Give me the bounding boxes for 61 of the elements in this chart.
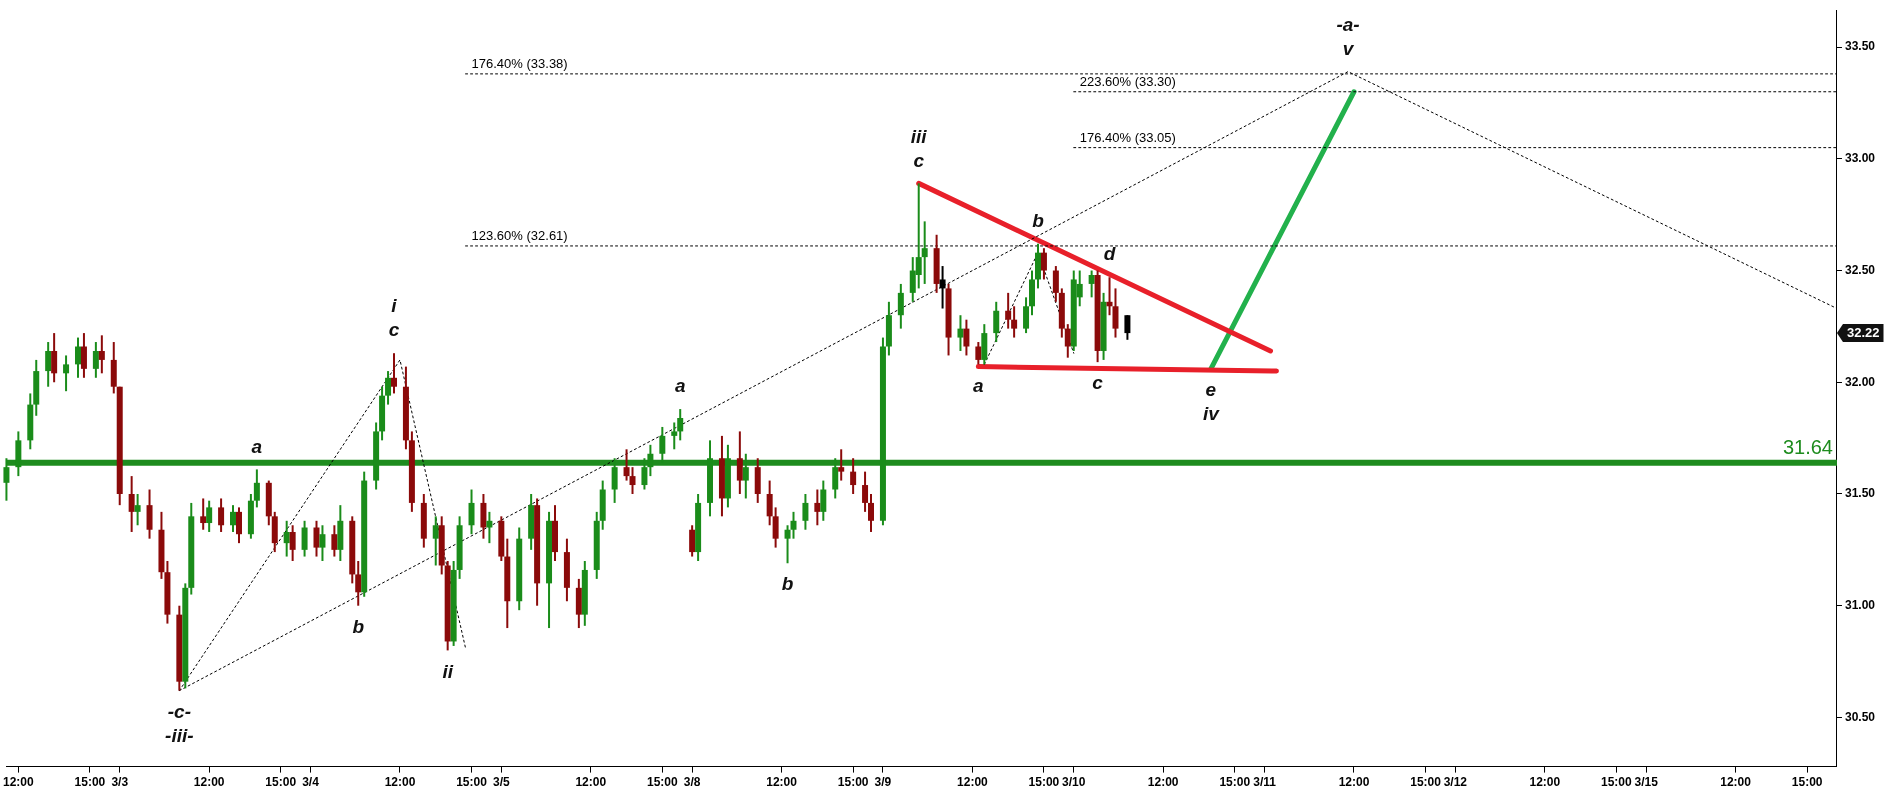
y-tick-label: 32.00 bbox=[1844, 374, 1876, 389]
x-tick-label: 15:00 bbox=[1791, 775, 1823, 790]
x-tick-label: 3/5 bbox=[492, 775, 510, 790]
x-tick-label: 15:00 bbox=[1601, 775, 1633, 790]
series-label: 176.40% (33.38) bbox=[471, 55, 568, 71]
x-tick-label: 3/4 bbox=[302, 775, 320, 790]
x-tick-label: 3/10 bbox=[1062, 775, 1086, 790]
x-tick-label: 15:00 bbox=[1028, 775, 1060, 790]
annotation: iii bbox=[910, 125, 928, 147]
x-tick-label: 3/8 bbox=[683, 775, 701, 790]
x-tick-label: 15:00 bbox=[265, 775, 297, 790]
series-label: 223.60% (33.30) bbox=[1079, 73, 1176, 89]
x-tick-label: 3/3 bbox=[111, 775, 129, 790]
annotation: c bbox=[1092, 372, 1104, 394]
annotation: v bbox=[1342, 37, 1355, 59]
annotation: a bbox=[973, 374, 985, 396]
x-tick-label: 12:00 bbox=[766, 775, 798, 790]
x-tick-label: 15:00 bbox=[456, 775, 488, 790]
x-tick-label: 12:00 bbox=[384, 775, 416, 790]
y-tick-label: 31.50 bbox=[1844, 486, 1876, 501]
annotation: c bbox=[388, 319, 400, 341]
annotation: b bbox=[781, 573, 794, 595]
annotation: e bbox=[1205, 379, 1217, 401]
annotation: i bbox=[391, 295, 398, 317]
x-tick-label: 12:00 bbox=[1338, 775, 1370, 790]
x-tick-label: 15:00 bbox=[74, 775, 106, 790]
x-tick-label: 3/15 bbox=[1634, 775, 1659, 790]
annotation: a bbox=[674, 375, 686, 397]
series-label: 123.60% (32.61) bbox=[471, 228, 568, 244]
y-tick-label: 30.50 bbox=[1844, 709, 1876, 724]
x-tick-label: 15:00 bbox=[1410, 775, 1442, 790]
x-tick-label: 3/9 bbox=[874, 775, 892, 790]
x-tick-label: 15:00 bbox=[646, 775, 678, 790]
annotation: c bbox=[913, 149, 925, 171]
annotation: ii bbox=[442, 660, 454, 682]
annotation: -c- bbox=[167, 700, 191, 722]
x-tick-label: 12:00 bbox=[575, 775, 607, 790]
annotation: d bbox=[1103, 243, 1116, 265]
y-tick-label: 33.00 bbox=[1844, 151, 1876, 166]
x-tick-label: 12:00 bbox=[1147, 775, 1179, 790]
x-tick-label: 12:00 bbox=[193, 775, 225, 790]
x-tick-label: 12:00 bbox=[3, 775, 35, 790]
x-tick-label: 15:00 bbox=[837, 775, 869, 790]
annotation: a bbox=[251, 435, 263, 457]
x-tick-label: 12:00 bbox=[1529, 775, 1561, 790]
y-tick-label: 32.50 bbox=[1844, 262, 1876, 277]
x-tick-label: 3/12 bbox=[1443, 775, 1468, 790]
x-tick-label: 12:00 bbox=[957, 775, 989, 790]
x-tick-label: 3/11 bbox=[1253, 775, 1277, 790]
annotation: -a- bbox=[1336, 13, 1360, 35]
annotation: b bbox=[352, 615, 365, 637]
annotation: b bbox=[1032, 209, 1045, 231]
series-label: 176.40% (33.05) bbox=[1079, 129, 1176, 145]
x-tick-label: 12:00 bbox=[1720, 775, 1752, 790]
annotation: -iii- bbox=[165, 724, 194, 746]
ref-line-label: 31.64 bbox=[1782, 436, 1833, 459]
x-tick-label: 15:00 bbox=[1219, 775, 1251, 790]
y-tick-label: 31.00 bbox=[1844, 598, 1876, 613]
text: 32.22 bbox=[1846, 324, 1880, 340]
annotation: iv bbox=[1202, 403, 1221, 425]
y-tick-label: 33.50 bbox=[1844, 39, 1876, 54]
